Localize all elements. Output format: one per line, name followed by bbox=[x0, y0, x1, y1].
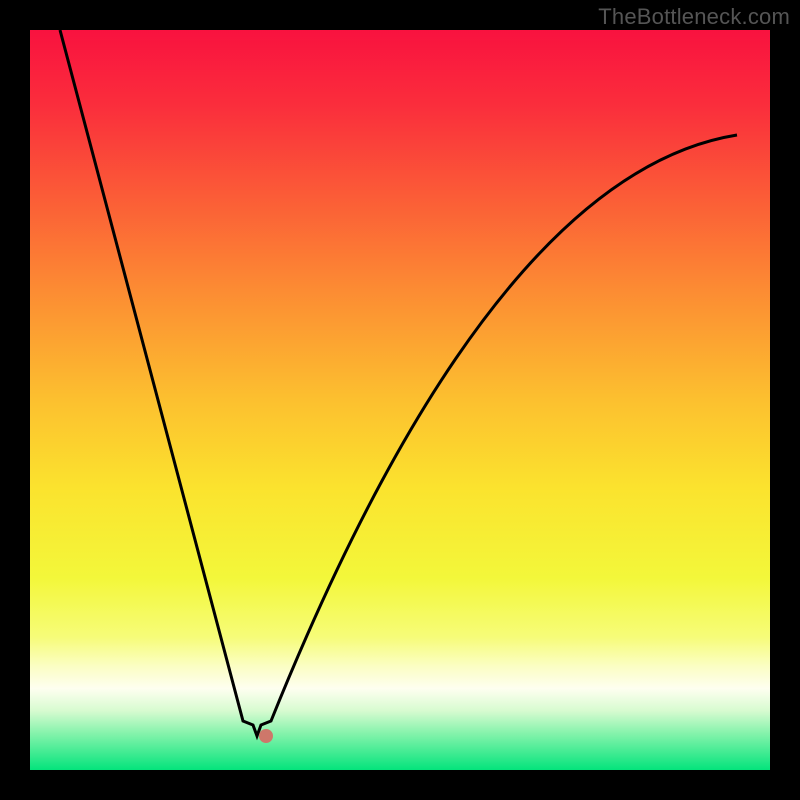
bottleneck-curve bbox=[60, 30, 737, 736]
minimum-marker bbox=[259, 729, 273, 743]
plot-area bbox=[30, 30, 770, 770]
curve-svg bbox=[30, 30, 770, 770]
plot-frame bbox=[30, 30, 770, 770]
watermark-text: TheBottleneck.com bbox=[598, 4, 790, 30]
